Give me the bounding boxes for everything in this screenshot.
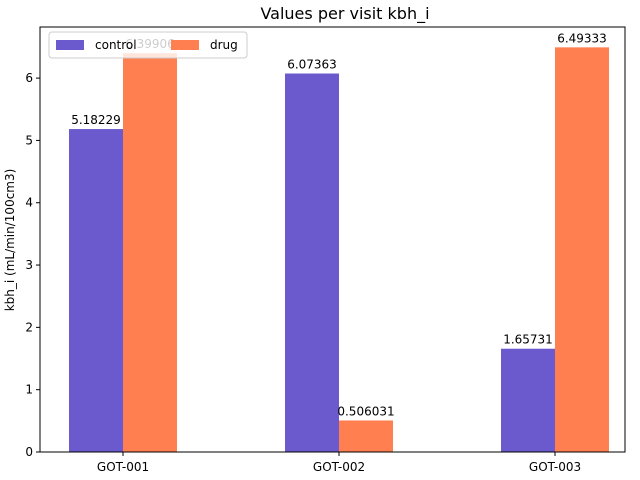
plot-area: 5.182296.073631.657316.399060.5060316.49… — [25, 26, 626, 474]
y-tick-label-4: 4 — [25, 196, 33, 210]
legend-swatch-drug — [171, 40, 199, 50]
y-tick-label-5: 5 — [25, 133, 33, 147]
y-tick-label-0: 0 — [25, 445, 33, 459]
bar-drug-0 — [123, 53, 177, 452]
x-tick-label-2: GOT-003 — [529, 460, 581, 474]
data-label-control-1: 6.07363 — [287, 58, 337, 72]
y-tick-label-2: 2 — [25, 320, 33, 334]
legend-swatch-control — [56, 40, 84, 50]
y-tick-label-1: 1 — [25, 383, 33, 397]
data-label-drug-1: 0.506031 — [337, 404, 394, 418]
legend-label-drug: drug — [210, 38, 238, 52]
bar-drug-1 — [339, 420, 393, 452]
data-label-control-0: 5.18229 — [71, 113, 121, 127]
bar-control-2 — [501, 348, 555, 452]
bar-control-0 — [69, 129, 123, 452]
bar-drug-2 — [555, 47, 609, 453]
y-axis-label: kbh_i (mL/min/100cm3) — [3, 169, 17, 312]
data-label-drug-2: 6.49333 — [557, 31, 607, 45]
legend-box — [48, 31, 248, 59]
y-tick-label-6: 6 — [25, 71, 33, 85]
axes-frame — [39, 26, 626, 453]
y-tick-label-3: 3 — [25, 258, 33, 272]
legend-label-control: control — [95, 38, 137, 52]
x-tick-label-0: GOT-001 — [97, 460, 149, 474]
chart-title: Values per visit kbh_i — [260, 4, 429, 24]
x-tick-label-1: GOT-002 — [313, 460, 365, 474]
bar-control-1 — [285, 73, 339, 453]
legend: control drug — [48, 31, 248, 59]
data-label-control-2: 1.65731 — [503, 333, 553, 347]
